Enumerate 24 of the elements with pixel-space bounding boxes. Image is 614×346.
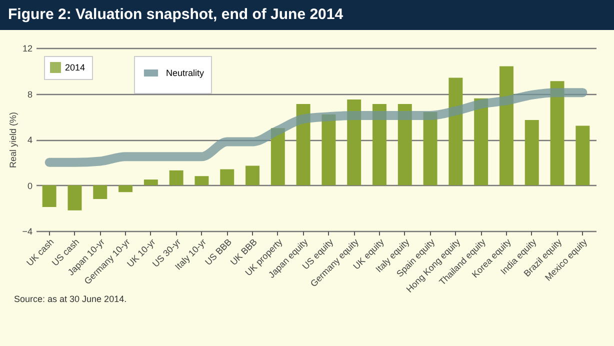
source-note: Source: as at 30 June 2014.: [13, 294, 128, 304]
y-tick-label: 0: [27, 180, 32, 191]
bar: [576, 126, 590, 186]
y-tick-label: −4: [22, 226, 32, 236]
bar: [524, 120, 539, 186]
legend-label: 2014: [65, 62, 86, 72]
bar: [68, 185, 82, 210]
bar: [169, 170, 184, 186]
bar: [499, 66, 514, 186]
bar: [246, 166, 260, 186]
bar: [220, 169, 234, 186]
y-tick-label: 12: [22, 44, 32, 54]
chart-title: Figure 2: Valuation snapshot, end of June 2014: [0, 0, 614, 30]
bar: [448, 78, 463, 186]
bar: [194, 176, 209, 186]
y-tick-label: 8: [27, 89, 32, 100]
bar: [118, 185, 133, 192]
bar: [42, 185, 56, 207]
y-tick-label: 4: [27, 135, 32, 145]
legend-label: Neutrality: [166, 68, 205, 78]
bar: [93, 185, 108, 199]
y-axis-title: Real yield (%): [8, 112, 18, 168]
bar: [144, 180, 158, 186]
bar: [550, 81, 564, 186]
